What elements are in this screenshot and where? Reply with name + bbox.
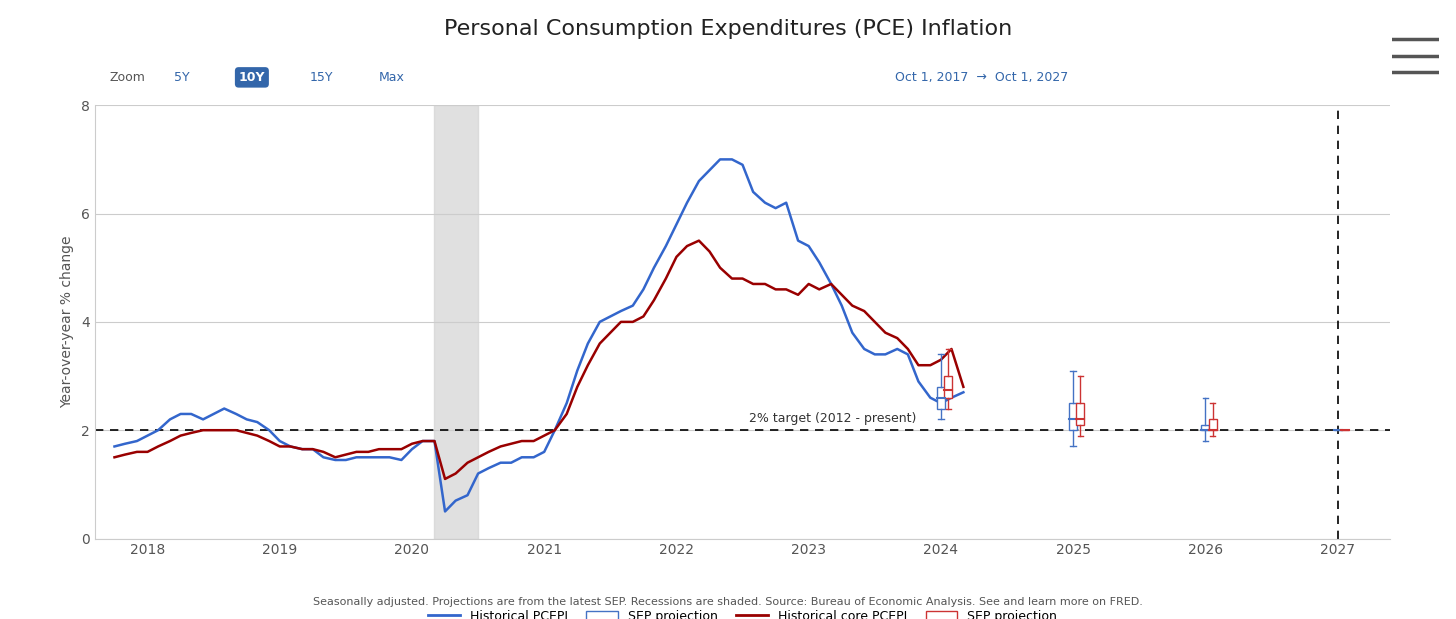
Text: 2% target (2012 - present): 2% target (2012 - present) bbox=[750, 412, 916, 425]
Text: Seasonally adjusted. Projections are from the latest SEP. Recessions are shaded.: Seasonally adjusted. Projections are fro… bbox=[313, 597, 1143, 607]
Y-axis label: Year-over-year % change: Year-over-year % change bbox=[60, 236, 74, 408]
Bar bbox=[1208, 420, 1217, 430]
Text: 15Y: 15Y bbox=[310, 71, 333, 84]
Bar bbox=[943, 376, 952, 398]
Text: Max: Max bbox=[379, 71, 405, 84]
Bar bbox=[1201, 425, 1210, 430]
Bar bbox=[936, 387, 945, 409]
Bar bbox=[1076, 403, 1085, 425]
Legend: Historical PCEPI, SEP projection, Historical core PCEPI, SEP projection: Historical PCEPI, SEP projection, Histor… bbox=[424, 605, 1061, 619]
Bar bbox=[1069, 403, 1077, 430]
Text: 5Y: 5Y bbox=[175, 71, 189, 84]
Text: Oct 1, 2017  →  Oct 1, 2027: Oct 1, 2017 → Oct 1, 2027 bbox=[895, 71, 1069, 84]
Text: 10Y: 10Y bbox=[239, 71, 265, 84]
Bar bbox=[434, 105, 478, 539]
Text: Zoom: Zoom bbox=[109, 71, 146, 84]
Text: Personal Consumption Expenditures (PCE) Inflation: Personal Consumption Expenditures (PCE) … bbox=[444, 19, 1012, 38]
